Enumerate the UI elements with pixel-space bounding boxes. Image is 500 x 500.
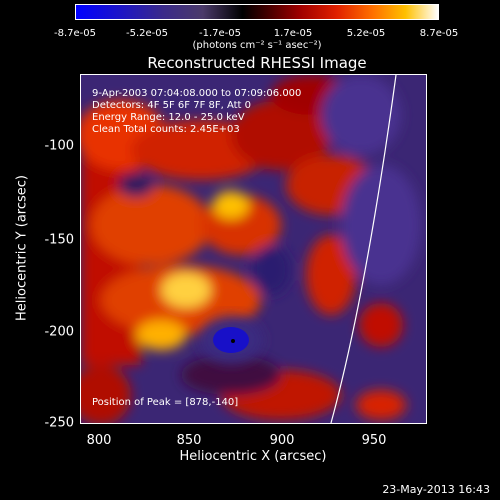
detectors-label: Detectors: 4F 5F 6F 7F 8F, Att 0 [92, 100, 252, 111]
colorbar-tick: 5.2e-05 [346, 28, 386, 39]
image-plot [80, 74, 427, 424]
colorbar-tick: -8.7e-05 [54, 28, 96, 39]
colorbar-tick: 1.7e-05 [273, 28, 313, 39]
x-tick: 900 [269, 433, 295, 448]
x-tick: 850 [176, 433, 202, 448]
peak-position-label: Position of Peak = [878,-140] [92, 397, 239, 408]
y-tick: -100 [44, 138, 74, 154]
x-tick: 950 [361, 433, 387, 448]
y-tick: -200 [44, 324, 74, 340]
colorbar-tick: -1.7e-05 [199, 28, 241, 39]
x-tick: 800 [86, 433, 112, 448]
energy-range-label: Energy Range: 12.0 - 25.0 keV [92, 112, 245, 123]
time-range: 9-Apr-2003 07:04:08.000 to 07:09:06.000 [92, 88, 302, 99]
clean-counts-label: Clean Total counts: 2.45E+03 [92, 124, 240, 135]
solar-limb-line [330, 75, 397, 423]
timestamp: 23-May-2013 16:43 [382, 483, 490, 496]
colorbar-tick: -5.2e-05 [126, 28, 168, 39]
colorbar-units: (photons cm⁻² s⁻¹ asec⁻²) [192, 40, 322, 51]
colorbar [75, 4, 439, 20]
colorbar-tick: 8.7e-05 [419, 28, 459, 39]
plot-title: Reconstructed RHESSI Image [147, 54, 367, 72]
y-axis-label: Heliocentric Y (arcsec) [14, 175, 30, 321]
y-tick: -250 [44, 415, 74, 431]
x-axis-label: Heliocentric X (arcsec) [179, 449, 327, 464]
rhessi-image [81, 75, 426, 423]
y-tick: -150 [44, 232, 74, 248]
